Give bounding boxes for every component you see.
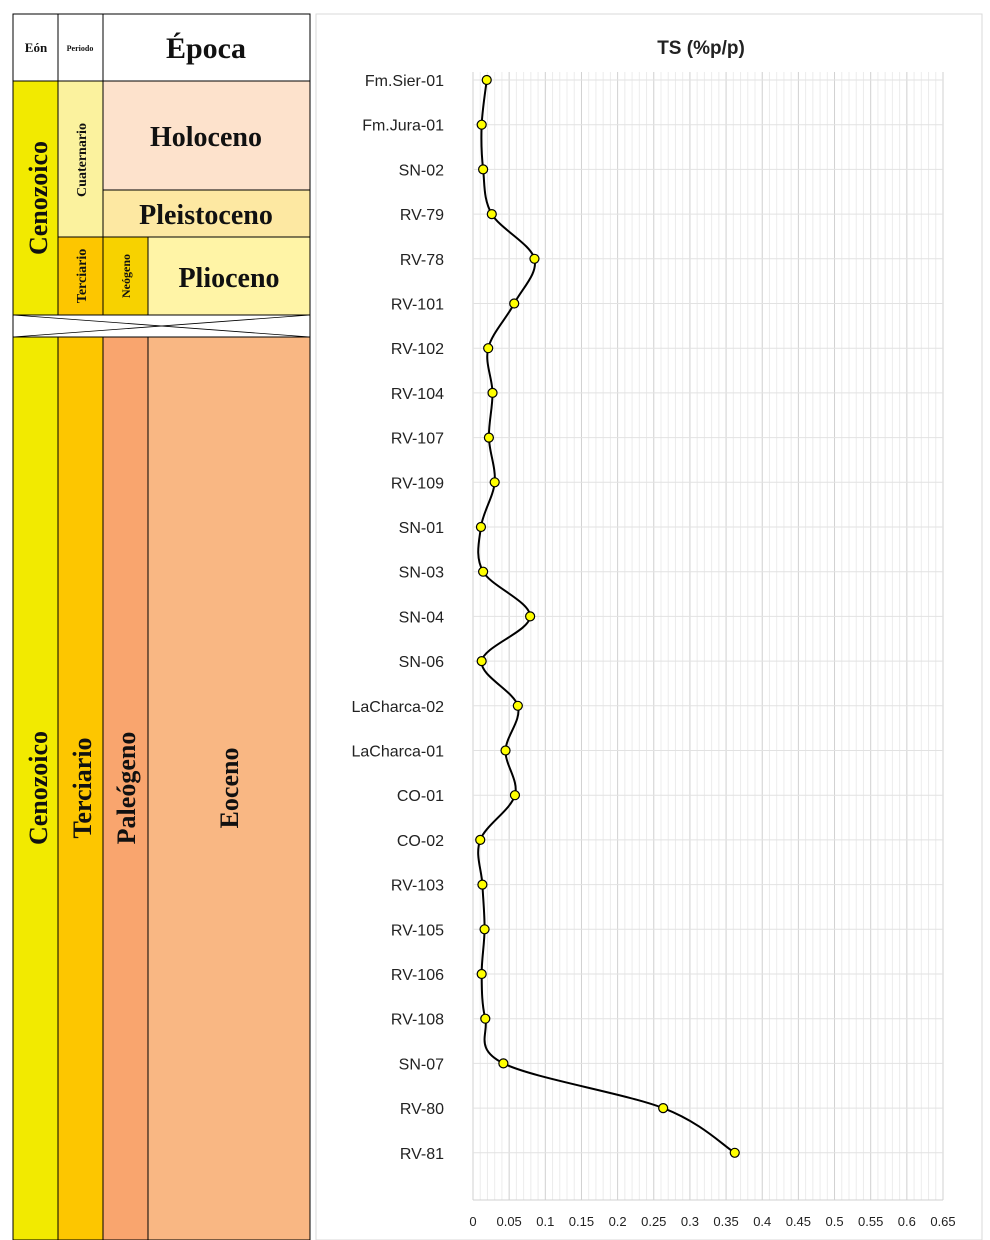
sample-label: RV-78: [400, 252, 444, 269]
sample-label: SN-02: [399, 162, 444, 179]
sample-label: RV-102: [391, 341, 444, 358]
chart-title: TS (%p/p): [657, 38, 745, 59]
ts-chart: TS (%p/p) Fm.Sier-01 Fm.Jura-01 SN-02 RV-79…: [315, 13, 983, 1240]
epoch-cell-eoceno: [147, 336, 311, 1240]
period-cell-cuaternario: [57, 80, 104, 238]
data-point: [483, 343, 494, 354]
data-point: [658, 1102, 669, 1114]
data-point: [498, 1058, 509, 1069]
period-cell-terciario: [57, 336, 104, 1240]
sample-label: RV-79: [400, 207, 444, 224]
label-pleistoceno: Pleistoceno: [139, 200, 273, 231]
sample-label: SN-04: [399, 609, 444, 626]
x-tick-label: 0.3: [681, 1214, 699, 1229]
data-point: [487, 387, 498, 398]
x-tick-label: 0.15: [569, 1214, 594, 1229]
sample-label: CO-02: [397, 833, 444, 850]
data-point: [486, 209, 497, 220]
label-terciario-upper: Terciario: [75, 249, 90, 303]
sample-label: LaCharca-02: [352, 699, 445, 716]
data-point: [481, 74, 492, 86]
header-eon: Eón: [25, 40, 48, 55]
stratigraphic-column: Eón Periodo Época Cenozoico Cuaternario …: [12, 13, 311, 1240]
hiatus-line: [12, 314, 311, 338]
header-period: Periodo: [67, 44, 94, 53]
x-tick-label: 0.2: [609, 1214, 627, 1229]
period-cell-terciario-upper: [57, 236, 104, 316]
sample-label: RV-80: [400, 1101, 444, 1118]
data-point: [500, 745, 511, 756]
label-holoceno: Holoceno: [150, 122, 262, 153]
sample-labels: Fm.Sier-01 Fm.Jura-01 SN-02 RV-79 RV-78 RV-10…: [352, 73, 445, 1163]
data-point: [479, 924, 490, 935]
x-tick-label: 0.35: [713, 1214, 738, 1229]
data-point: [509, 790, 521, 801]
label-plioceno: Plioceno: [178, 263, 279, 294]
sample-label: RV-81: [400, 1146, 444, 1163]
header-epoch: Época: [166, 32, 246, 65]
data-point: [483, 432, 495, 443]
data-point: [478, 164, 489, 175]
data-point: [509, 298, 520, 309]
x-tick-label: 0: [469, 1214, 476, 1229]
label-terciario: Terciario: [68, 737, 97, 838]
x-tick-label: 0.6: [898, 1214, 916, 1229]
sample-label: LaCharca-01: [352, 744, 445, 761]
label-eon-upper: Cenozoico: [24, 141, 53, 255]
sample-label: RV-105: [391, 922, 444, 939]
sample-label: RV-109: [391, 475, 444, 492]
sample-label: SN-07: [399, 1056, 444, 1073]
x-tick-label: 0.1: [536, 1214, 554, 1229]
epoch-cell-holoceno: [102, 80, 311, 191]
x-tick-label: 0.5: [825, 1214, 843, 1229]
data-point: [529, 253, 540, 264]
sample-label: RV-103: [391, 878, 444, 895]
subperiod-cell-paleogeno: [102, 336, 149, 1240]
sample-label: RV-106: [391, 967, 444, 984]
data-point: [476, 119, 487, 130]
sample-label: RV-101: [391, 297, 444, 314]
data-point: [525, 611, 536, 622]
x-tick-label: 0.65: [930, 1214, 955, 1229]
eon-cell-lower: [12, 336, 59, 1240]
sample-label: RV-107: [391, 431, 444, 448]
sample-label: SN-03: [399, 565, 444, 582]
data-point: [477, 879, 488, 890]
sample-label: RV-108: [391, 1012, 444, 1029]
label-paleogeno: Paleógeno: [112, 732, 141, 845]
data-point: [489, 477, 500, 488]
x-tick-label: 0.55: [858, 1214, 883, 1229]
label-cuaternario: Cuaternario: [75, 123, 90, 197]
x-tick-label: 0.45: [786, 1214, 811, 1229]
eon-cell-upper: [12, 80, 59, 316]
data-point: [729, 1147, 740, 1158]
data-point: [476, 968, 487, 980]
data-point: [475, 834, 486, 846]
x-tick-label: 0.25: [641, 1214, 666, 1229]
sample-label: CO-01: [397, 788, 444, 805]
chart-grid: [472, 72, 944, 1201]
label-neogeno: Neógeno: [119, 254, 133, 298]
sample-label: SN-01: [399, 520, 444, 537]
chart-frame: [315, 13, 983, 1240]
epoch-cell-pleistoceno: [102, 189, 311, 238]
x-tick-label: 0.05: [496, 1214, 521, 1229]
sample-label: SN-06: [399, 654, 444, 671]
ts-series-points: [475, 74, 740, 1158]
sample-label: RV-104: [391, 386, 444, 403]
x-tick-labels: 0 0.05 0.1 0.15 0.2 0.25 0.3 0.35 0.4 0.45 0.5 0.55…: [469, 1214, 955, 1229]
label-eon-lower: Cenozoico: [24, 731, 53, 845]
sample-label: Fm.Jura-01: [362, 118, 444, 135]
data-point: [480, 1013, 491, 1024]
data-point: [476, 655, 487, 667]
data-point: [475, 521, 487, 533]
column-header-row: [12, 13, 311, 82]
data-point: [478, 566, 489, 577]
x-tick-label: 0.4: [753, 1214, 771, 1229]
data-point: [512, 700, 523, 711]
label-eoceno: Eoceno: [215, 748, 244, 829]
sample-label: Fm.Sier-01: [365, 73, 444, 90]
